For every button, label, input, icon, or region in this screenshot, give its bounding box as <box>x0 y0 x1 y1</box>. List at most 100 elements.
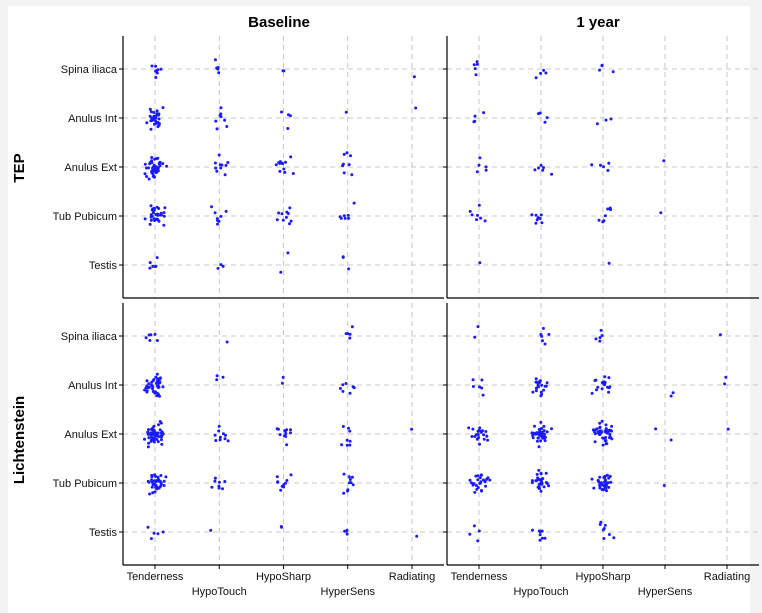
data-point-tep-baseline-hyposharp-tub-pubicum <box>277 211 281 215</box>
data-point-lichtenstein-baseline-tenderness-tub-pubicum <box>154 484 158 487</box>
data-point-tep-1-year-hyposharp-anulus-ext <box>602 165 605 169</box>
data-point-tep-1-year-hypotouch-anulus-ext <box>542 166 545 170</box>
data-point-lichtenstein-1-year-tenderness-anulus-ext <box>473 435 477 438</box>
data-point-tep-1-year-tenderness-tub-pubicum <box>483 219 487 223</box>
data-point-tep-baseline-tenderness-anulus-int <box>152 111 156 114</box>
data-point-lichtenstein-baseline-tenderness-spina-iliaca <box>147 333 151 337</box>
data-point-lichtenstein-baseline-hypersens-anulus-ext <box>348 429 352 433</box>
y-tick-label-testis: Testis <box>89 527 118 539</box>
data-point-tep-baseline-tenderness-anulus-int <box>154 119 158 123</box>
data-point-lichtenstein-1-year-hyposharp-tub-pubicum <box>600 488 604 492</box>
data-point-tep-baseline-tenderness-anulus-ext <box>165 164 169 168</box>
data-point-tep-1-year-tenderness-anulus-int <box>473 119 477 123</box>
data-point-tep-baseline-hypersens-anulus-ext <box>341 162 345 166</box>
data-point-tep-baseline-tenderness-tub-pubicum <box>149 204 153 208</box>
data-point-lichtenstein-baseline-tenderness-anulus-ext <box>159 438 163 442</box>
x-tick-label-radiating: Radiating <box>704 571 750 583</box>
data-point-lichtenstein-1-year-tenderness-anulus-int <box>471 378 475 382</box>
data-point-tep-baseline-hypotouch-spina-iliaca <box>217 71 221 75</box>
data-point-lichtenstein-1-year-hypotouch-anulus-int <box>538 381 542 384</box>
data-point-lichtenstein-baseline-tenderness-anulus-int <box>157 378 161 382</box>
data-point-lichtenstein-1-year-hyposharp-anulus-ext <box>604 442 608 446</box>
data-point-lichtenstein-baseline-hypotouch-anulus-ext <box>217 424 221 428</box>
data-point-lichtenstein-baseline-tenderness-tub-pubicum <box>162 484 166 487</box>
data-point-lichtenstein-1-year-hypotouch-testis <box>540 529 544 533</box>
data-point-lichtenstein-baseline-hyposharp-tub-pubicum <box>275 475 279 479</box>
data-point-lichtenstein-1-year-hyposharp-testis <box>602 527 606 530</box>
data-point-lichtenstein-1-year-tenderness-testis <box>476 539 480 543</box>
data-point-lichtenstein-baseline-tenderness-anulus-ext <box>147 436 151 440</box>
data-point-lichtenstein-1-year-hyposharp-anulus-int <box>590 391 594 395</box>
data-point-lichtenstein-1-year-hypotouch-anulus-int <box>539 390 543 394</box>
y-tick-label-spina-iliaca: Spina iliaca <box>61 64 118 76</box>
data-point-lichtenstein-baseline-tenderness-tub-pubicum <box>152 483 156 487</box>
data-point-lichtenstein-baseline-tenderness-anulus-ext <box>149 433 153 437</box>
data-point-lichtenstein-1-year-tenderness-tub-pubicum <box>470 481 473 485</box>
data-point-tep-1-year-tenderness-anulus-ext <box>478 156 482 160</box>
data-point-tep-baseline-hypotouch-anulus-ext <box>224 163 228 167</box>
data-point-tep-baseline-tenderness-tub-pubicum <box>148 222 152 226</box>
data-point-lichtenstein-1-year-tenderness-anulus-int <box>481 393 485 397</box>
data-point-lichtenstein-1-year-hypotouch-anulus-int <box>534 377 538 381</box>
data-point-tep-baseline-hyposharp-tub-pubicum <box>289 219 293 223</box>
data-point-tep-baseline-tenderness-tub-pubicum <box>149 218 153 222</box>
data-point-tep-baseline-hypotouch-anulus-int <box>215 127 219 131</box>
x-tick-label-hyposharp: HypoSharp <box>575 571 630 583</box>
data-point-lichtenstein-baseline-hypotouch-testis <box>209 528 213 532</box>
data-point-lichtenstein-baseline-hyposharp-anulus-ext <box>284 435 288 438</box>
data-point-lichtenstein-1-year-hypotouch-anulus-ext <box>540 427 544 430</box>
data-point-tep-baseline-hyposharp-tub-pubicum <box>280 212 284 216</box>
data-point-lichtenstein-1-year-tenderness-anulus-ext <box>478 426 482 430</box>
data-point-lichtenstein-baseline-tenderness-tub-pubicum <box>148 492 152 496</box>
data-point-lichtenstein-1-year-hyposharp-anulus-int <box>595 388 598 392</box>
data-point-lichtenstein-1-year-hypotouch-testis <box>531 528 534 532</box>
x-tick-label-hypersens: HyperSens <box>321 586 376 598</box>
data-point-tep-1-year-hyposharp-spina-iliaca <box>600 63 604 67</box>
data-point-lichtenstein-1-year-hyposharp-anulus-int <box>593 379 597 382</box>
x-tick-label-hypotouch: HypoTouch <box>192 586 247 598</box>
data-point-lichtenstein-baseline-radiating-anulus-ext <box>410 427 414 431</box>
data-point-tep-baseline-hypotouch-anulus-ext <box>215 169 219 173</box>
data-point-tep-baseline-hypotouch-anulus-ext <box>217 153 221 157</box>
data-point-tep-1-year-hyposharp-anulus-int <box>604 118 608 122</box>
data-point-lichtenstein-1-year-hyposharp-tub-pubicum <box>603 480 607 484</box>
data-point-tep-1-year-tenderness-testis <box>478 261 482 265</box>
data-point-lichtenstein-1-year-hypotouch-spina-iliaca <box>541 326 545 330</box>
data-point-lichtenstein-baseline-hypersens-tub-pubicum <box>346 488 350 492</box>
data-point-lichtenstein-1-year-hyposharp-tub-pubicum <box>607 485 611 489</box>
data-point-lichtenstein-1-year-hypersens-anulus-int <box>671 391 675 395</box>
data-point-lichtenstein-1-year-hyposharp-anulus-ext <box>591 428 595 432</box>
data-point-lichtenstein-baseline-tenderness-tub-pubicum <box>154 474 157 478</box>
data-point-lichtenstein-baseline-tenderness-anulus-int <box>161 385 165 389</box>
data-point-lichtenstein-baseline-hyposharp-anulus-ext <box>278 433 282 437</box>
data-point-tep-baseline-hyposharp-testis <box>279 270 283 274</box>
data-point-lichtenstein-1-year-hyposharp-testis <box>602 537 606 540</box>
data-point-lichtenstein-baseline-tenderness-anulus-int <box>155 372 159 376</box>
data-point-tep-1-year-hyposharp-anulus-int <box>609 117 613 121</box>
data-point-tep-1-year-hyposharp-anulus-ext <box>607 161 611 165</box>
data-point-lichtenstein-1-year-hyposharp-tub-pubicum <box>598 483 602 487</box>
data-point-lichtenstein-baseline-hypotouch-anulus-ext <box>213 433 217 437</box>
data-point-lichtenstein-1-year-hypotouch-anulus-int <box>540 383 544 387</box>
data-point-lichtenstein-1-year-hypotouch-tub-pubicum <box>541 477 545 481</box>
data-point-lichtenstein-baseline-hypotouch-anulus-ext <box>218 438 222 442</box>
data-point-tep-baseline-hypersens-tub-pubicum <box>352 201 356 205</box>
data-point-lichtenstein-baseline-tenderness-anulus-int <box>156 383 160 387</box>
data-point-lichtenstein-1-year-hypotouch-anulus-ext <box>543 432 546 436</box>
data-point-tep-baseline-hypersens-anulus-ext <box>349 154 352 158</box>
data-point-lichtenstein-1-year-hypotouch-anulus-ext <box>538 433 542 437</box>
data-point-lichtenstein-1-year-hyposharp-tub-pubicum <box>603 476 607 480</box>
data-point-tep-baseline-hypotouch-anulus-ext <box>226 161 230 164</box>
data-point-lichtenstein-1-year-hypersens-anulus-int <box>669 394 673 398</box>
data-point-lichtenstein-baseline-hypotouch-anulus-ext <box>221 432 225 436</box>
data-point-tep-baseline-tenderness-anulus-int <box>148 114 152 118</box>
data-point-tep-baseline-hyposharp-tub-pubicum <box>286 212 290 215</box>
data-point-lichtenstein-1-year-hypotouch-spina-iliaca <box>547 332 551 336</box>
data-point-lichtenstein-1-year-tenderness-tub-pubicum <box>486 476 490 480</box>
data-point-tep-baseline-tenderness-anulus-ext <box>151 166 154 170</box>
data-point-tep-baseline-hypotouch-anulus-int <box>219 112 223 116</box>
data-point-lichtenstein-1-year-tenderness-tub-pubicum <box>478 476 482 480</box>
data-point-tep-baseline-hypotouch-anulus-int <box>225 125 229 128</box>
data-point-lichtenstein-1-year-tenderness-anulus-ext <box>467 426 471 430</box>
data-point-tep-baseline-hypotouch-testis <box>216 266 220 270</box>
